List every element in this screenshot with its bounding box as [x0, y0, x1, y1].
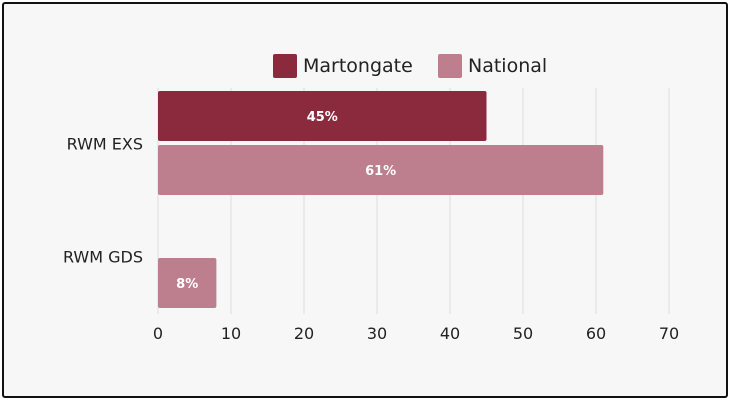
- bar-value-label: 45%: [307, 110, 338, 125]
- x-tick-label: 10: [221, 324, 241, 343]
- legend-swatch-martongate: [273, 54, 297, 78]
- x-tick-label: 40: [440, 324, 460, 343]
- bar-national-rwm-gds: [158, 258, 217, 308]
- legend-swatch-national: [438, 54, 462, 78]
- legend: Martongate National: [273, 54, 547, 78]
- bars: [158, 91, 604, 308]
- bar-national-rwm-exs: [158, 145, 604, 195]
- bar-value-label: 61%: [365, 164, 396, 179]
- x-tick-label: 0: [153, 324, 163, 343]
- category-label: RWM GDS: [63, 248, 143, 267]
- bar-martongate-rwm-exs: [158, 91, 487, 141]
- bar-labels: 45% 61% 8%: [176, 110, 396, 292]
- category-label: RWM EXS: [67, 135, 143, 154]
- category-labels: RWM EXS RWM GDS: [63, 135, 143, 267]
- bar-value-label: 8%: [176, 277, 198, 292]
- legend-label-martongate: Martongate: [303, 55, 413, 77]
- legend-label-national: National: [468, 55, 547, 77]
- x-tick-label: 70: [659, 324, 679, 343]
- x-axis-ticks: 0 10 20 30 40 50 60 70: [153, 324, 679, 343]
- x-tick-label: 50: [513, 324, 533, 343]
- x-tick-label: 60: [586, 324, 606, 343]
- x-tick-label: 20: [294, 324, 314, 343]
- x-tick-label: 30: [367, 324, 387, 343]
